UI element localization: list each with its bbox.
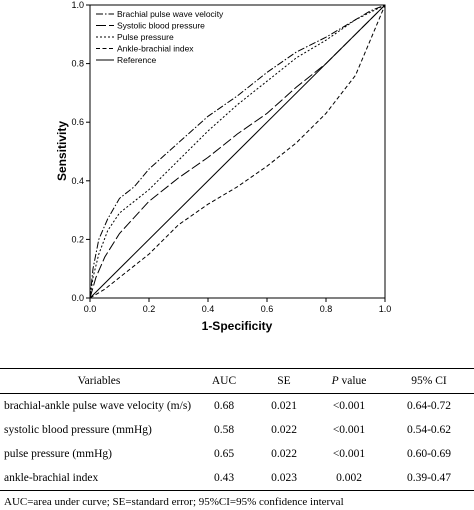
table-row: ankle-brachial index 0.43 0.023 0.002 0.…	[0, 466, 474, 491]
roc-chart: 0.0 0.2 0.4 0.6 0.8 1.0 0.0 0.2 0.4 0.6 0.8 1.0 Bra…	[55, 0, 391, 333]
roc-curves	[89, 4, 386, 299]
cell-variable: ankle-brachial index	[4, 472, 99, 484]
y-tick-label: 1.0	[71, 0, 84, 10]
x-axis-label: 1-Specificity	[202, 319, 273, 333]
cell-auc: 0.58	[213, 424, 235, 436]
header-ci: 95% CI	[411, 375, 447, 387]
y-tick-label: 0.4	[71, 176, 84, 186]
x-tick-label: 0.6	[261, 304, 274, 314]
auc-table-container: Variables AUC SE P value 95% CI brachial…	[0, 368, 474, 491]
cell-se: 0.022	[271, 448, 297, 460]
axis-ticks: 0.0 0.2 0.4 0.6 0.8 1.0 0.0 0.2 0.4 0.6 0.8 1.0	[71, 0, 391, 314]
legend-label: Reference	[117, 55, 156, 65]
table-footnote: AUC=area under curve; SE=standard error;…	[4, 496, 344, 508]
x-tick-label: 1.0	[379, 304, 392, 314]
cell-variable: systolic blood pressure (mmHg)	[4, 424, 152, 436]
table-row: pulse pressure (mmHg) 0.65 0.022 <0.001 …	[0, 442, 474, 466]
cell-auc: 0.65	[213, 448, 235, 460]
header-auc: AUC	[211, 375, 237, 387]
cell-variable: brachial-ankle pulse wave velocity (m/s)	[4, 400, 192, 412]
cell-se: 0.021	[271, 400, 297, 412]
x-tick-label: 0.2	[143, 304, 156, 314]
legend: Brachial pulse wave velocity Systolic blo…	[96, 9, 224, 65]
cell-p: <0.001	[332, 400, 366, 412]
cell-ci: 0.39-0.47	[406, 472, 452, 484]
cell-p: 0.002	[336, 472, 362, 484]
legend-label: Pulse pressure	[117, 32, 174, 42]
cell-variable: pulse pressure (mmHg)	[4, 448, 112, 460]
cell-ci: 0.60-0.69	[406, 448, 452, 460]
y-axis-label: Sensitivity	[55, 121, 69, 181]
y-tick-label: 0.6	[71, 117, 84, 127]
cell-ci: 0.64-0.72	[406, 400, 452, 412]
auc-table: Variables AUC SE P value 95% CI brachial…	[0, 368, 474, 491]
series-line-2	[89, 4, 386, 299]
cell-p: <0.001	[332, 448, 366, 460]
x-tick-label: 0.8	[320, 304, 333, 314]
legend-label: Ankle-brachial index	[117, 44, 194, 54]
legend-label: Brachial pulse wave velocity	[117, 9, 224, 19]
table-row: brachial-ankle pulse wave velocity (m/s)…	[0, 394, 474, 419]
x-tick-label: 0.4	[202, 304, 215, 314]
cell-p: <0.001	[332, 424, 366, 436]
legend-label: Systolic blood pressure	[117, 21, 205, 31]
cell-ci: 0.54-0.62	[406, 424, 452, 436]
header-variables: Variables	[77, 375, 121, 387]
y-tick-label: 0.2	[71, 234, 84, 244]
x-tick-label: 0.0	[84, 304, 97, 314]
table-row: systolic blood pressure (mmHg) 0.58 0.02…	[0, 418, 474, 442]
header-p-value: P value	[331, 375, 367, 387]
table-header-row: Variables AUC SE P value 95% CI	[0, 368, 474, 394]
series-line-3	[89, 4, 386, 299]
series-line-0	[89, 4, 386, 299]
cell-auc: 0.68	[213, 400, 235, 412]
cell-auc: 0.43	[213, 472, 235, 484]
cell-se: 0.023	[271, 472, 297, 484]
header-se: SE	[277, 375, 291, 387]
cell-se: 0.022	[271, 424, 297, 436]
y-tick-label: 0.0	[71, 293, 84, 303]
y-tick-label: 0.8	[71, 59, 84, 69]
series-line-4	[89, 4, 386, 299]
